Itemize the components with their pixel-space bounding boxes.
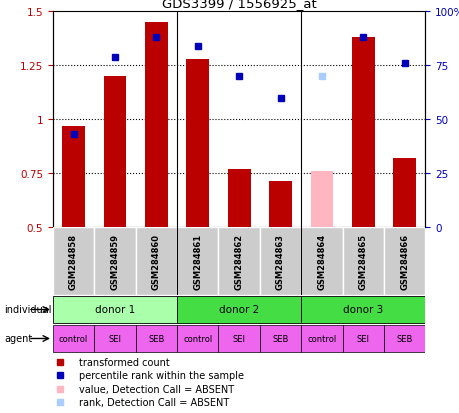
Text: SEI: SEI: [232, 334, 245, 343]
Text: value, Detection Call = ABSENT: value, Detection Call = ABSENT: [79, 384, 234, 394]
Text: control: control: [307, 334, 336, 343]
Bar: [135, 227, 177, 295]
Bar: [103, 77, 126, 227]
Text: control: control: [59, 334, 88, 343]
Text: control: control: [183, 334, 212, 343]
Bar: [53, 325, 94, 353]
Text: individual: individual: [5, 305, 52, 315]
Bar: [301, 296, 425, 324]
Bar: [53, 227, 94, 295]
Text: GSM284860: GSM284860: [151, 233, 161, 289]
Text: GSM284862: GSM284862: [234, 233, 243, 289]
Text: GSM284863: GSM284863: [275, 233, 285, 289]
Bar: [135, 325, 177, 353]
Bar: [342, 325, 383, 353]
Bar: [351, 38, 374, 227]
Text: GSM284865: GSM284865: [358, 233, 367, 289]
Bar: [259, 325, 301, 353]
Text: percentile rank within the sample: percentile rank within the sample: [79, 370, 243, 380]
Bar: [145, 23, 168, 227]
Text: donor 3: donor 3: [342, 305, 383, 315]
Bar: [310, 171, 333, 227]
Text: SEB: SEB: [148, 334, 164, 343]
Text: GSM284858: GSM284858: [69, 233, 78, 289]
Bar: [392, 159, 415, 227]
Bar: [177, 227, 218, 295]
Text: GSM284861: GSM284861: [193, 233, 202, 289]
Bar: [301, 227, 342, 295]
Text: GSM284864: GSM284864: [317, 233, 326, 289]
Text: SEB: SEB: [272, 334, 288, 343]
Text: SEB: SEB: [396, 334, 412, 343]
Text: SEI: SEI: [356, 334, 369, 343]
Text: agent: agent: [5, 334, 33, 344]
Text: GSM284859: GSM284859: [110, 233, 119, 289]
Text: transformed count: transformed count: [79, 357, 169, 367]
Bar: [177, 325, 218, 353]
Text: donor 2: donor 2: [218, 305, 259, 315]
Bar: [62, 126, 85, 227]
Bar: [218, 227, 259, 295]
Bar: [269, 182, 291, 227]
Title: GDS3399 / 1556925_at: GDS3399 / 1556925_at: [162, 0, 316, 10]
Bar: [218, 325, 259, 353]
Text: SEI: SEI: [108, 334, 121, 343]
Bar: [301, 325, 342, 353]
Bar: [342, 227, 383, 295]
Bar: [53, 296, 177, 324]
Text: donor 1: donor 1: [95, 305, 135, 315]
Bar: [94, 325, 135, 353]
Bar: [383, 227, 425, 295]
Bar: [186, 59, 209, 227]
Bar: [383, 325, 425, 353]
Text: GSM284866: GSM284866: [399, 233, 409, 289]
Bar: [94, 227, 135, 295]
Text: rank, Detection Call = ABSENT: rank, Detection Call = ABSENT: [79, 397, 229, 407]
Bar: [227, 169, 250, 227]
Bar: [177, 296, 301, 324]
Bar: [259, 227, 301, 295]
